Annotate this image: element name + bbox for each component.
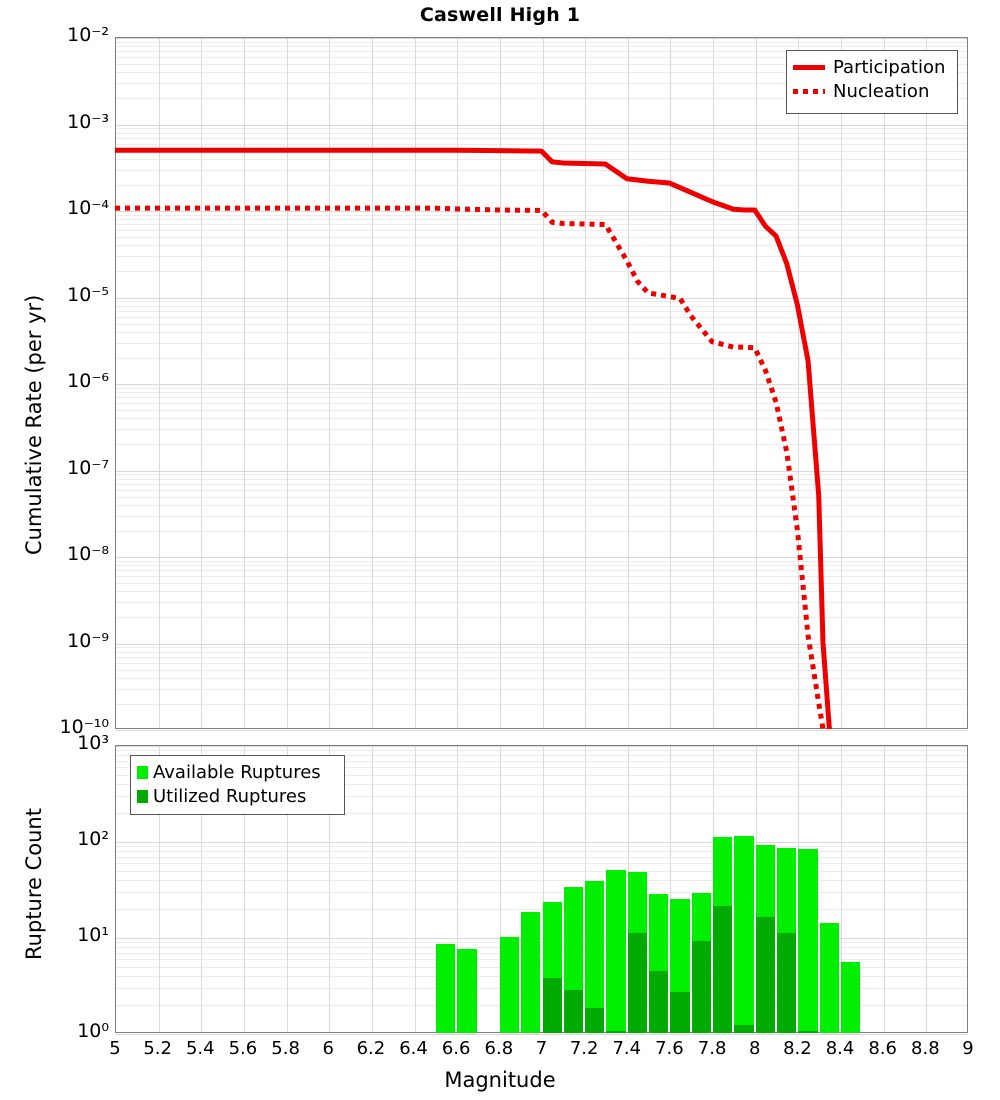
bar-utilized: [585, 1008, 604, 1033]
bottom-chart-legend: Available Ruptures Utilized Ruptures: [130, 755, 345, 815]
utilized-swatch-icon: [137, 790, 148, 803]
bar-utilized: [606, 1031, 625, 1033]
bar-available: [670, 899, 689, 1033]
bar-available: [798, 849, 817, 1033]
bar-available: [457, 949, 476, 1033]
curve-participation: [115, 150, 829, 729]
bar-available: [713, 837, 732, 1033]
bar-utilized: [713, 906, 732, 1033]
y-tick-label: 10²: [77, 828, 109, 850]
bar-utilized: [628, 933, 647, 1033]
x-tick-label: 9: [938, 1038, 998, 1059]
bar-utilized: [670, 992, 689, 1033]
available-swatch-icon: [137, 766, 148, 779]
curve-nucleation: [115, 208, 823, 729]
x-axis-label: Magnitude: [0, 1068, 1000, 1092]
bar-available: [649, 894, 668, 1033]
legend-label-utilized-ruptures: Utilized Ruptures: [153, 786, 306, 807]
bar-utilized: [777, 933, 796, 1033]
bar-utilized: [649, 971, 668, 1033]
bar-available: [692, 893, 711, 1033]
gridline-vertical: [372, 746, 373, 1032]
gridline-vertical: [415, 746, 416, 1032]
bar-available: [500, 937, 519, 1033]
bar-available: [521, 912, 540, 1033]
chart-page: Caswell High 1 10⁻²10⁻³10⁻⁴10⁻⁵10⁻⁶10⁻⁷1…: [0, 0, 1000, 1100]
bar-available: [628, 872, 647, 1033]
bar-available: [734, 836, 753, 1033]
bar-utilized: [734, 1025, 753, 1033]
bar-utilized: [756, 917, 775, 1033]
bar-utilized: [692, 941, 711, 1033]
bar-utilized: [543, 978, 562, 1033]
gridline-vertical: [926, 746, 927, 1032]
bar-utilized: [564, 990, 583, 1033]
bar-available: [777, 848, 796, 1033]
gridline-vertical: [884, 746, 885, 1032]
bar-utilized: [798, 1031, 817, 1033]
legend-item-utilized-ruptures: Utilized Ruptures: [137, 784, 336, 808]
bar-available: [436, 944, 455, 1033]
bar-available: [564, 887, 583, 1033]
gridline-horizontal: [116, 1034, 967, 1035]
y-tick-label: 10¹: [77, 924, 109, 946]
legend-label-available-ruptures: Available Ruptures: [153, 762, 321, 783]
bar-available: [585, 881, 604, 1033]
y-tick-label: 10³: [77, 732, 109, 754]
bar-available: [543, 902, 562, 1033]
legend-item-available-ruptures: Available Ruptures: [137, 760, 336, 784]
bar-available: [841, 962, 860, 1033]
bar-available: [820, 923, 839, 1033]
bar-available: [756, 845, 775, 1033]
bottom-y-axis-label: Rupture Count: [22, 808, 46, 960]
bar-available: [606, 870, 625, 1033]
